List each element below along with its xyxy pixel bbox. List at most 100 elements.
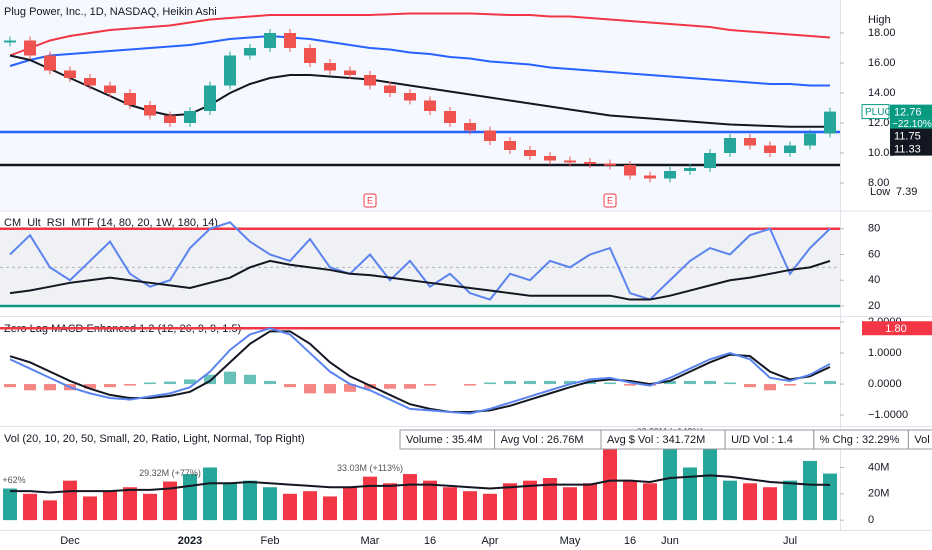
histogram-bar (144, 382, 156, 385)
y-tick-label: 1.0000 (868, 347, 902, 359)
candle (464, 123, 476, 131)
candle (504, 141, 516, 150)
histogram-bar (704, 380, 716, 385)
volume-bar (123, 487, 137, 521)
series-line (9, 330, 831, 413)
x-tick-label: Dec (60, 535, 80, 547)
histogram-bar (764, 384, 776, 391)
volume-bar (583, 483, 597, 521)
volume-bar (663, 438, 677, 521)
volume-bar (423, 480, 437, 521)
histogram-bar (404, 384, 416, 389)
volume-annotation: 33.03M (+113%) (337, 463, 403, 473)
series-line (9, 34, 830, 87)
histogram-bar (304, 384, 316, 394)
stat-text: U/D Vol : 1.4 (731, 434, 793, 446)
candle (424, 100, 436, 111)
x-tick-label: Jul (783, 535, 797, 547)
stat-text: % Chg : 32.29% (820, 434, 900, 446)
histogram-bar (484, 382, 496, 385)
level-label-box (862, 321, 932, 336)
volume-bar (43, 500, 57, 521)
candle (384, 85, 396, 93)
stat-text: Volume : 35.4M (406, 434, 482, 446)
price-label-box (890, 104, 932, 119)
volume-bar (803, 460, 817, 521)
volume-bar (203, 467, 217, 521)
volume-bar (723, 480, 737, 521)
histogram-bar (724, 382, 736, 385)
volume-bar (443, 487, 457, 521)
candle (524, 150, 536, 156)
pane-title: Vol (20, 10, 20, 50, Small, 20, Ratio, L… (4, 433, 305, 445)
volume-bar (403, 474, 417, 521)
candle (244, 48, 256, 56)
histogram-bar (424, 384, 436, 386)
volume-bar (563, 487, 577, 521)
volume-bar (143, 493, 157, 521)
histogram-bar (164, 381, 176, 385)
y-tick-label: 16.00 (868, 57, 896, 69)
histogram-bar (504, 380, 516, 385)
price-label-box (890, 141, 932, 156)
volume-bar (643, 483, 657, 521)
series-line (9, 259, 831, 301)
earnings-label: E (367, 195, 373, 205)
chart-header: Plug Power, Inc., 1D, NASDAQ, Heikin Ash… (4, 6, 217, 18)
candle (364, 75, 376, 86)
volume-bar (783, 480, 797, 521)
volume-annotation: 29.32M (+77%) (139, 468, 201, 478)
price-label-box (890, 128, 932, 143)
candle (104, 85, 116, 93)
volume-bar (323, 496, 337, 521)
candle (444, 111, 456, 123)
change-label: −22.10% (892, 119, 932, 130)
low-label: Low (870, 186, 890, 198)
x-tick-label: 16 (624, 535, 636, 547)
volume-bar (683, 467, 697, 521)
candle (304, 48, 316, 63)
candle (164, 115, 176, 123)
histogram-bar (524, 380, 536, 385)
candle (204, 85, 216, 111)
stat-text: Vol Run Rate : 33.64% (914, 434, 932, 446)
x-tick-label: Jun (661, 535, 679, 547)
y-tick-label: 60 (868, 248, 880, 260)
stat-text: Avg $ Vol : 341.72M (607, 434, 705, 446)
y-tick-label: 0.0000 (868, 378, 902, 390)
candle (144, 105, 156, 116)
volume-bar (623, 480, 637, 521)
volume-bar (63, 480, 77, 521)
candle (124, 93, 136, 105)
candle (84, 78, 96, 86)
x-tick-label: Mar (361, 535, 380, 547)
histogram-bar (564, 380, 576, 385)
candle (704, 153, 716, 168)
stat-text: Avg Vol : 26.76M (501, 434, 584, 446)
x-tick-label: May (560, 535, 581, 547)
x-tick-label: 16 (424, 535, 436, 547)
series-line (9, 327, 831, 415)
symbol-label: PLUG (865, 107, 892, 118)
low-value: 7.39 (896, 186, 917, 198)
candle (264, 33, 276, 48)
histogram-bar (184, 379, 196, 385)
histogram-bar (824, 380, 836, 385)
candle (44, 55, 56, 71)
candle (224, 55, 236, 86)
y-tick-label: 12.00 (868, 117, 896, 129)
candle (184, 111, 196, 123)
candle (324, 63, 336, 71)
volume-bar (383, 483, 397, 521)
histogram-bar (684, 380, 696, 385)
price-label: 12.76 (894, 107, 922, 119)
earnings-marker (363, 193, 377, 208)
candle (684, 168, 696, 171)
histogram-bar (124, 384, 136, 386)
candle (824, 111, 836, 134)
histogram-bar (84, 384, 96, 389)
histogram-bar (664, 380, 676, 385)
candle (344, 70, 356, 75)
y-tick-label: 8.00 (868, 177, 889, 189)
x-tick-label: Feb (261, 535, 280, 547)
